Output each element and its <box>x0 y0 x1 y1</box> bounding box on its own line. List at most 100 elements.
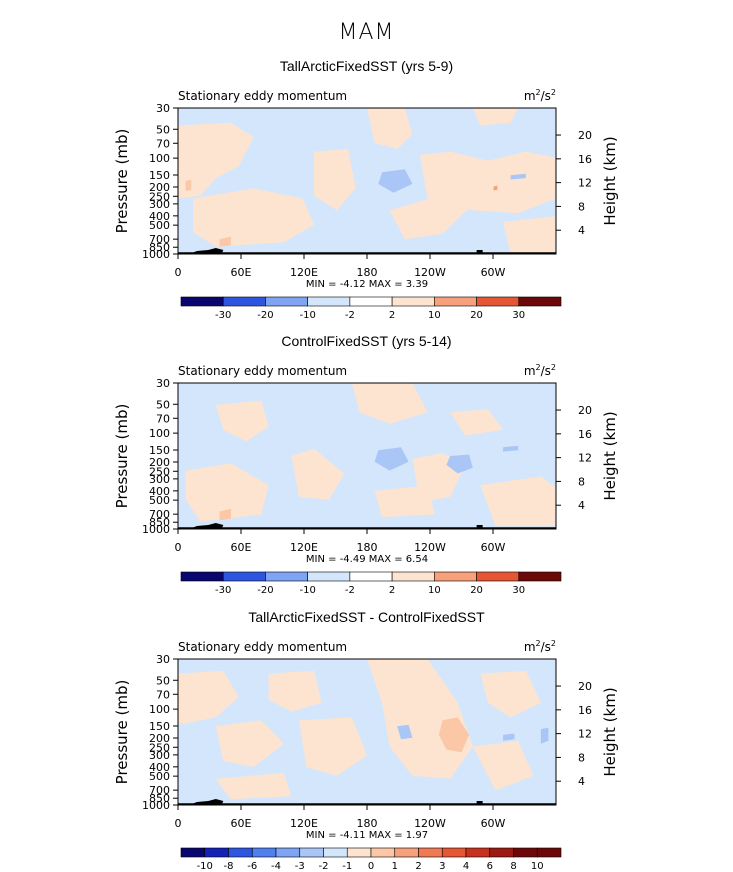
x-tick-label: 180 <box>357 817 378 830</box>
colorbar-swatch <box>299 847 324 858</box>
colorbar-swatch <box>265 296 308 307</box>
x-tick-label: 60E <box>231 541 252 554</box>
y-tick-label: 700 <box>149 784 170 797</box>
contour-region <box>215 720 284 767</box>
colorbar-swatch <box>476 571 520 582</box>
x-tick-label: 120E <box>290 541 318 554</box>
colorbar-swatch <box>434 571 477 582</box>
colorbar-swatch <box>222 571 266 582</box>
y-tick-label: 700 <box>149 508 170 521</box>
x-tick-label: 60E <box>231 266 252 279</box>
contour-region <box>480 670 541 718</box>
y2-tick-label: 16 <box>578 704 592 717</box>
x-tick-label: 180 <box>357 541 378 554</box>
contour-region <box>215 400 269 442</box>
colorbar-swatch <box>180 296 224 307</box>
contour-region <box>378 169 413 193</box>
left-label: Stationary eddy momentum <box>178 640 347 654</box>
y2-axis-label: Height (km) <box>601 687 619 776</box>
colorbar-label: -2 <box>319 861 329 871</box>
y2-tick-label: 20 <box>578 404 592 417</box>
colorbar-swatch <box>265 571 308 582</box>
colorbar-label: -20 <box>257 310 273 320</box>
y-tick-label: 300 <box>149 749 170 762</box>
colorbar-label: 10 <box>428 310 441 320</box>
units-label: m2/s2 <box>524 363 556 378</box>
min-max-stats: MIN = -4.49 MAX = 6.54 <box>306 554 428 565</box>
y2-tick-label: 4 <box>578 775 585 788</box>
x-tick-label: 180 <box>357 266 378 279</box>
colorbar-swatch <box>489 847 514 858</box>
colorbar-label: -8 <box>224 861 234 871</box>
colorbar-swatch <box>204 847 229 858</box>
colorbar-label: 2 <box>389 585 395 595</box>
colorbar-label: -10 <box>197 861 213 871</box>
contour-region <box>503 733 515 741</box>
colorbar-swatch <box>346 847 372 858</box>
contour-region <box>185 179 192 192</box>
topography <box>476 250 483 254</box>
colorbar-swatch <box>441 847 467 858</box>
contour-region <box>219 236 231 247</box>
contour-region <box>446 454 473 474</box>
colorbar-swatch <box>307 296 351 307</box>
colorbar-label: 30 <box>512 310 525 320</box>
units-label: m2/s2 <box>524 88 556 103</box>
contour-region <box>450 409 504 436</box>
colorbar-swatch <box>251 847 277 858</box>
y-tick-label: 1000 <box>142 248 170 261</box>
colorbar-label: -10 <box>299 310 315 320</box>
y-tick-label: 250 <box>149 190 170 203</box>
colorbar-swatch <box>370 847 396 858</box>
y-tick-label: 100 <box>149 703 170 716</box>
y2-tick-label: 16 <box>578 428 592 441</box>
y2-tick-label: 16 <box>578 153 592 166</box>
y2-tick-label: 8 <box>578 751 585 764</box>
x-tick-label: 0 <box>175 817 182 830</box>
x-tick-label: 0 <box>175 266 182 279</box>
y2-tick-label: 12 <box>578 177 592 190</box>
chart-control: Stationary eddy momentum m2/s230507010015… <box>113 363 619 595</box>
y-tick-label: 100 <box>149 427 170 440</box>
colorbar-label: 2 <box>389 310 395 320</box>
colorbar-swatch <box>476 296 520 307</box>
colorbar-label: -3 <box>295 861 305 871</box>
contour-region <box>314 148 356 211</box>
y-tick-label: 30 <box>156 102 170 115</box>
x-tick-label: 60W <box>481 817 506 830</box>
colorbar-swatch <box>518 571 562 582</box>
min-max-stats: MIN = -4.12 MAX = 3.39 <box>306 279 428 290</box>
contour-region <box>291 448 345 500</box>
y-tick-label: 300 <box>149 198 170 211</box>
colorbar-swatch <box>513 847 538 858</box>
colorbar-label: -4 <box>271 861 281 871</box>
colorbar-swatch <box>465 847 491 858</box>
contour-region <box>419 151 556 214</box>
colorbar-swatch <box>323 847 348 858</box>
colorbar-label: 20 <box>470 310 483 320</box>
y-tick-label: 30 <box>156 653 170 666</box>
x-tick-label: 120W <box>414 541 446 554</box>
panel-control: ControlFixedSST (yrs 5-14) Stationary ed… <box>0 333 733 595</box>
colorbar-label: 4 <box>463 861 469 871</box>
chart-difference: Stationary eddy momentum m2/s230507010015… <box>113 639 619 871</box>
panel-difference: TallArcticFixedSST - ControlFixedSST Sta… <box>0 609 733 871</box>
contour-region <box>472 740 534 791</box>
units-label: m2/s2 <box>524 639 556 654</box>
contour-region <box>480 476 556 527</box>
y-tick-label: 300 <box>149 473 170 486</box>
y-tick-label: 400 <box>149 761 170 774</box>
contour-region <box>397 724 413 740</box>
contour-region <box>503 445 519 452</box>
x-tick-label: 0 <box>175 541 182 554</box>
colorbar-label: 1 <box>392 861 398 871</box>
y-tick-label: 70 <box>156 137 170 150</box>
y-tick-label: 400 <box>149 210 170 223</box>
y2-tick-label: 12 <box>578 452 592 465</box>
contour-region <box>472 108 519 126</box>
contour-region <box>178 122 254 199</box>
y-tick-label: 500 <box>149 770 170 783</box>
x-tick-label: 60W <box>481 266 506 279</box>
y-tick-label: 100 <box>149 152 170 165</box>
y2-tick-label: 4 <box>578 499 585 512</box>
